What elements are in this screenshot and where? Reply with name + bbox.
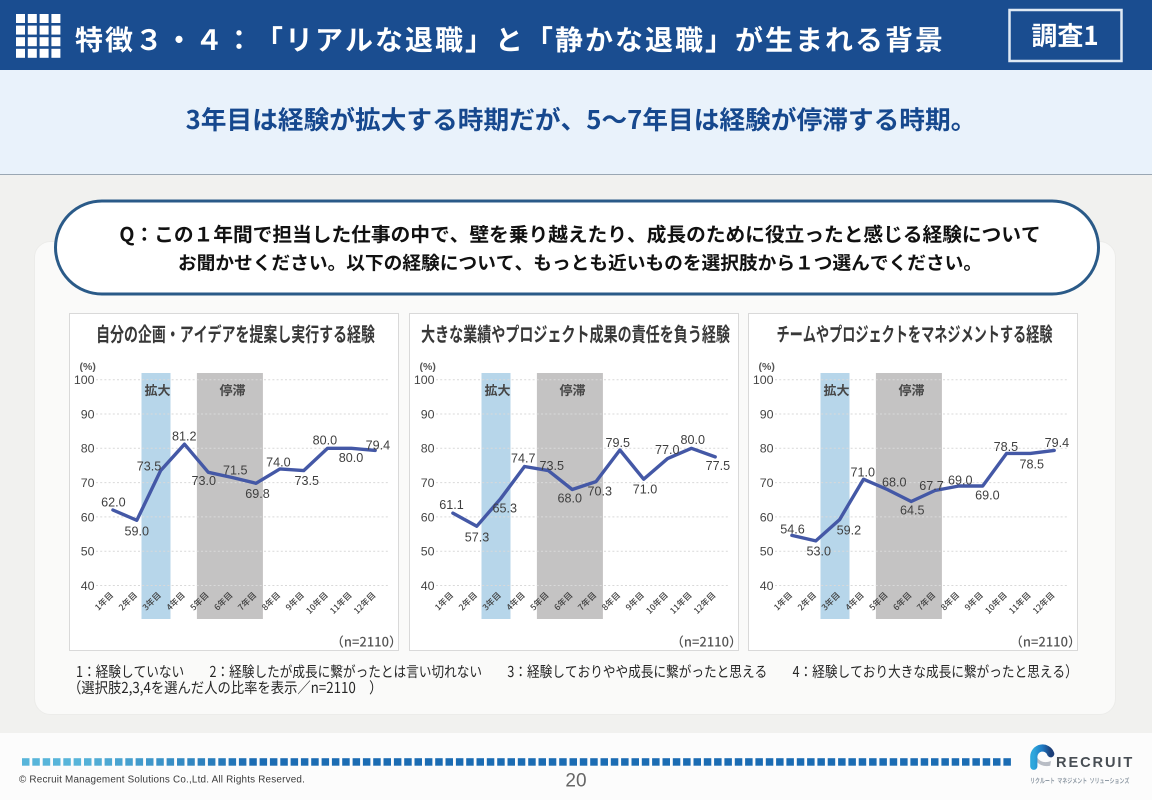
svg-text:80.0: 80.0 — [339, 451, 364, 465]
svg-text:80.0: 80.0 — [313, 434, 338, 448]
svg-text:77.0: 77.0 — [655, 443, 680, 457]
svg-text:73.0: 73.0 — [191, 474, 216, 488]
svg-text:50: 50 — [81, 545, 95, 559]
svg-text:100: 100 — [414, 373, 435, 387]
svg-text:61.1: 61.1 — [439, 498, 464, 512]
svg-text:54.6: 54.6 — [780, 523, 805, 537]
svg-text:79.5: 79.5 — [605, 436, 630, 450]
svg-text:(%): (%) — [80, 361, 96, 373]
svg-text:70: 70 — [421, 476, 435, 490]
svg-text:78.5: 78.5 — [1020, 457, 1045, 471]
svg-text:(%): (%) — [759, 361, 775, 373]
svg-text:90: 90 — [760, 407, 774, 421]
svg-text:79.4: 79.4 — [1045, 436, 1070, 450]
svg-text:60: 60 — [760, 510, 774, 524]
svg-text:77.5: 77.5 — [706, 459, 731, 473]
svg-text:© Recruit Management Solutions: © Recruit Management Solutions Co.,Ltd. … — [19, 775, 305, 786]
svg-text:70.3: 70.3 — [588, 485, 613, 499]
svg-text:73.5: 73.5 — [294, 474, 319, 488]
svg-text:74.7: 74.7 — [511, 452, 536, 466]
svg-text:73.5: 73.5 — [137, 459, 162, 473]
svg-text:40: 40 — [760, 579, 774, 593]
svg-text:68.0: 68.0 — [557, 492, 582, 506]
svg-text:71.5: 71.5 — [223, 463, 248, 477]
svg-text:100: 100 — [753, 373, 774, 387]
svg-text:59.2: 59.2 — [837, 524, 862, 538]
svg-text:90: 90 — [81, 407, 95, 421]
svg-text:70: 70 — [760, 476, 774, 490]
svg-text:100: 100 — [74, 373, 95, 387]
svg-text:65.3: 65.3 — [493, 502, 518, 516]
svg-text:90: 90 — [421, 407, 435, 421]
svg-text:50: 50 — [760, 545, 774, 559]
svg-text:71.0: 71.0 — [851, 466, 876, 480]
svg-text:67.7: 67.7 — [919, 479, 944, 493]
svg-text:RECRUIT: RECRUIT — [1056, 755, 1134, 771]
svg-text:80: 80 — [81, 442, 95, 456]
svg-text:70: 70 — [81, 476, 95, 490]
svg-text:71.0: 71.0 — [633, 482, 658, 496]
svg-text:59.0: 59.0 — [125, 524, 150, 538]
svg-text:50: 50 — [421, 545, 435, 559]
svg-text:68.0: 68.0 — [882, 476, 907, 490]
svg-text:80: 80 — [760, 442, 774, 456]
svg-text:80.0: 80.0 — [681, 433, 706, 447]
svg-text:69.8: 69.8 — [245, 487, 270, 501]
svg-text:20: 20 — [565, 771, 586, 792]
svg-text:79.4: 79.4 — [366, 439, 391, 453]
svg-text:69.0: 69.0 — [975, 489, 1000, 503]
svg-text:(%): (%) — [420, 361, 436, 373]
svg-text:64.5: 64.5 — [900, 504, 925, 518]
svg-text:60: 60 — [81, 510, 95, 524]
svg-text:57.3: 57.3 — [465, 530, 490, 544]
svg-text:74.0: 74.0 — [266, 456, 291, 470]
svg-text:73.5: 73.5 — [540, 459, 565, 473]
svg-text:40: 40 — [421, 579, 435, 593]
svg-text:69.0: 69.0 — [948, 474, 973, 488]
svg-text:62.0: 62.0 — [101, 496, 126, 510]
svg-text:81.2: 81.2 — [172, 430, 197, 444]
svg-text:60: 60 — [421, 510, 435, 524]
svg-text:40: 40 — [81, 579, 95, 593]
svg-text:78.5: 78.5 — [994, 440, 1019, 454]
svg-text:80: 80 — [421, 442, 435, 456]
svg-text:53.0: 53.0 — [806, 545, 831, 559]
